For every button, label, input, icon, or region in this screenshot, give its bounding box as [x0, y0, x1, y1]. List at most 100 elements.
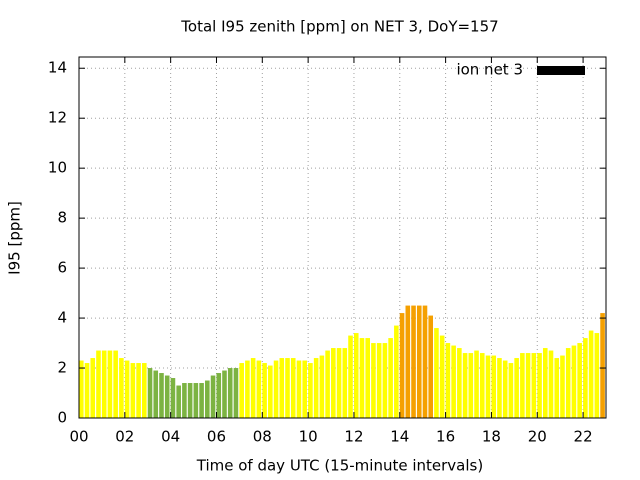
- bar: [565, 348, 571, 418]
- bar: [107, 350, 113, 418]
- bar: [531, 353, 537, 418]
- bar: [376, 343, 382, 418]
- bar: [462, 353, 468, 418]
- chart-title: Total I95 zenith [ppm] on NET 3, DoY=157: [180, 18, 498, 36]
- bar: [119, 358, 124, 418]
- bar: [319, 355, 325, 418]
- bar: [227, 368, 233, 418]
- bar: [170, 378, 176, 418]
- bar: [594, 333, 600, 418]
- bar: [147, 368, 153, 418]
- bar: [416, 305, 422, 418]
- bar: [136, 363, 141, 418]
- bar: [142, 363, 147, 418]
- bar: [508, 363, 514, 418]
- bar: [308, 363, 313, 418]
- bar: [588, 330, 594, 418]
- bar: [256, 360, 262, 418]
- bar: [325, 350, 330, 418]
- bar: [479, 353, 485, 418]
- bar: [571, 345, 577, 418]
- x-tick-label: 06: [207, 428, 226, 446]
- bar: [434, 328, 439, 418]
- bar: [542, 348, 548, 418]
- bar: [514, 358, 519, 418]
- bar: [153, 370, 159, 418]
- plot-frame: [78, 56, 607, 419]
- bar: [331, 348, 336, 418]
- bar: [205, 380, 210, 418]
- x-tick-label: 08: [253, 428, 272, 446]
- bar: [342, 348, 348, 418]
- bar: [399, 313, 405, 418]
- x-tick-label: 22: [574, 428, 593, 446]
- bar: [348, 335, 353, 418]
- bar: [520, 353, 525, 418]
- y-tick-label: 10: [48, 159, 67, 177]
- bar: [302, 360, 307, 418]
- x-tick-label: 10: [299, 428, 318, 446]
- bar: [273, 360, 279, 418]
- x-tick-label: 20: [528, 428, 547, 446]
- bar: [359, 338, 365, 418]
- bar: [187, 383, 193, 418]
- bar: [497, 358, 502, 418]
- bar: [245, 360, 250, 418]
- bar: [468, 353, 474, 418]
- y-tick-label: 8: [57, 209, 67, 227]
- bar: [388, 338, 393, 418]
- bar: [222, 370, 227, 418]
- bar: [353, 333, 359, 418]
- bar: [405, 305, 411, 418]
- bar: [262, 363, 267, 418]
- x-tick-label: 16: [436, 428, 455, 446]
- bar: [130, 363, 136, 418]
- bar: [268, 365, 273, 418]
- bar: [451, 345, 456, 418]
- bar: [600, 313, 605, 418]
- y-tick-label: 2: [57, 359, 67, 377]
- y-tick-label: 4: [57, 309, 67, 327]
- x-tick-label: 02: [115, 428, 134, 446]
- legend-key: [537, 66, 585, 75]
- x-tick-label: 00: [69, 428, 88, 446]
- bar: [365, 338, 370, 418]
- bar: [411, 305, 416, 418]
- bar: [210, 375, 216, 418]
- bar: [90, 358, 96, 418]
- bars: [79, 305, 605, 418]
- bar: [113, 350, 118, 418]
- x-tick-label: 12: [344, 428, 363, 446]
- bar: [124, 360, 130, 418]
- bar: [485, 355, 491, 418]
- bar: [457, 348, 462, 418]
- bar: [199, 383, 204, 418]
- bar: [296, 360, 302, 418]
- bar: [239, 363, 244, 418]
- bar: [176, 385, 181, 418]
- bar: [502, 360, 508, 418]
- x-tick-label: 14: [390, 428, 409, 446]
- bar: [313, 358, 319, 418]
- bar: [159, 373, 164, 418]
- bar: [279, 358, 285, 418]
- bar: [382, 343, 388, 418]
- bar: [394, 325, 399, 418]
- bar: [182, 383, 187, 418]
- bar: [577, 343, 582, 418]
- bar: [560, 355, 565, 418]
- bar: [554, 358, 560, 418]
- x-tick-label: 04: [161, 428, 180, 446]
- bar: [439, 335, 445, 418]
- bar: [583, 338, 588, 418]
- x-tick-label: 18: [482, 428, 501, 446]
- bar: [250, 358, 256, 418]
- bar: [491, 355, 497, 418]
- bar: [428, 315, 434, 418]
- bar: [233, 368, 239, 418]
- y-tick-label: 12: [48, 109, 67, 127]
- bar: [537, 353, 542, 418]
- y-tick-label: 6: [57, 259, 67, 277]
- bar: [84, 363, 90, 418]
